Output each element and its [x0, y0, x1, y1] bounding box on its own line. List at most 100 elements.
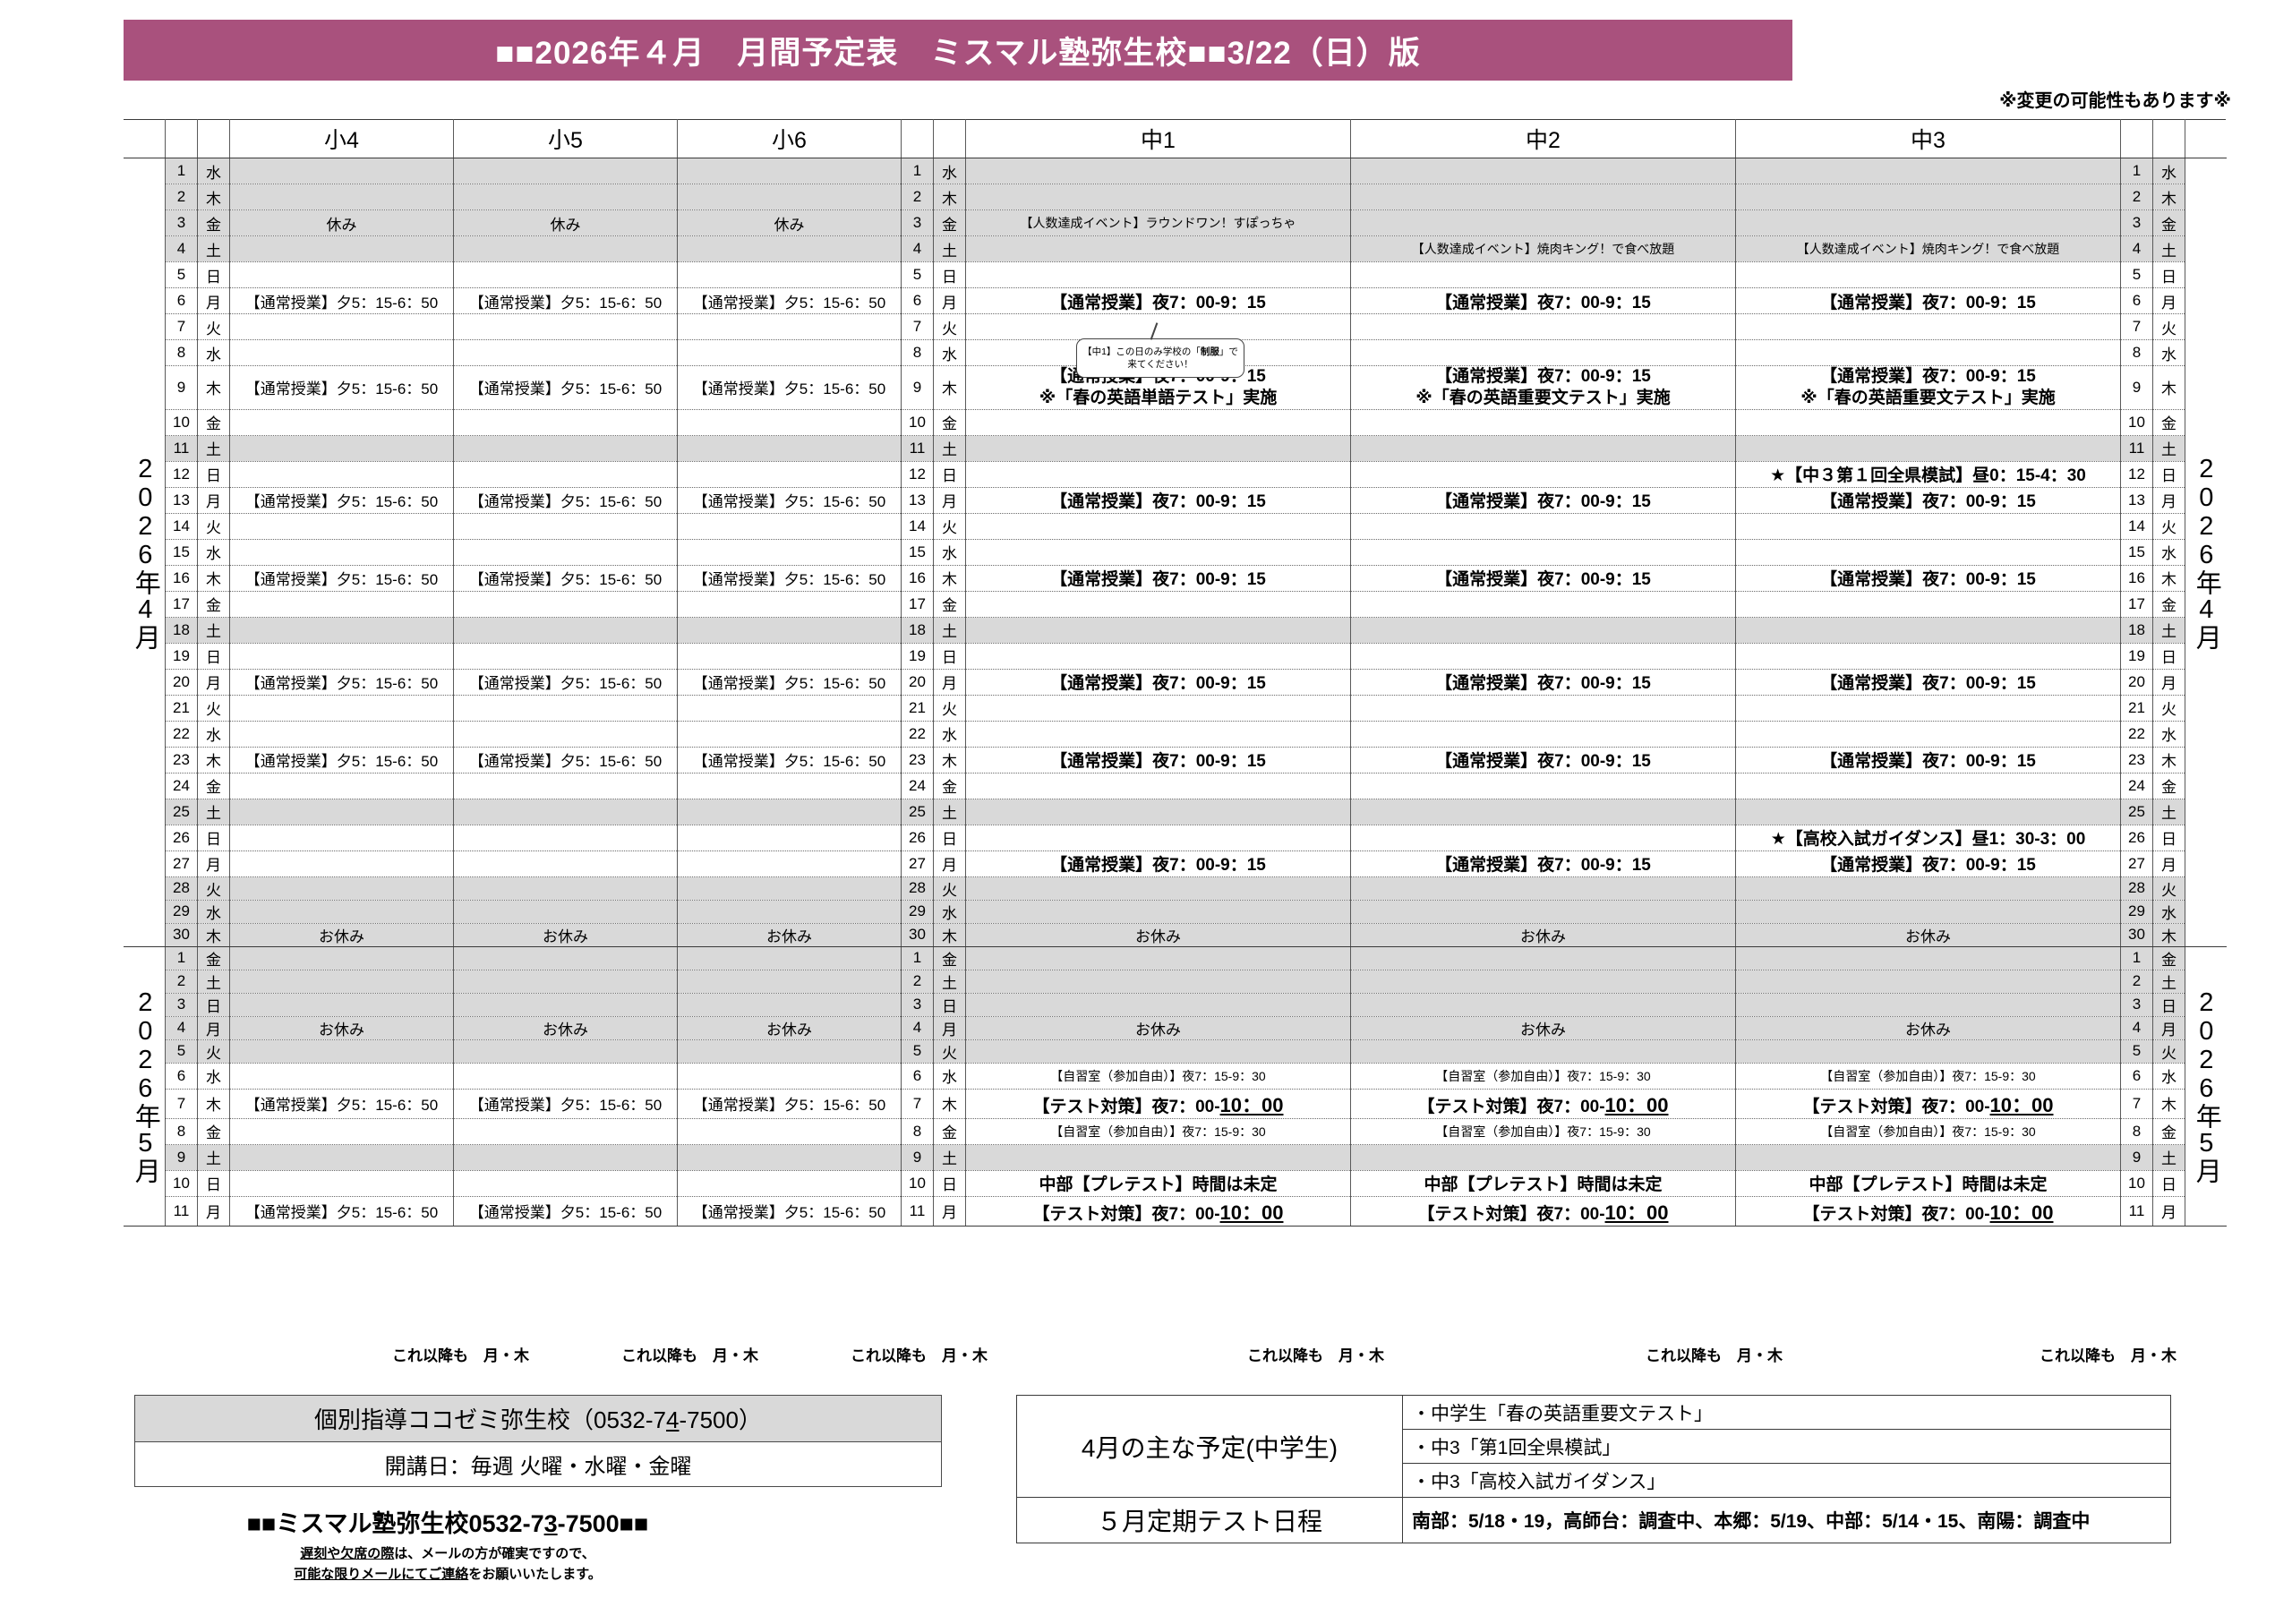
cell-e4: 【通常授業】夕5：15-6：50: [229, 1088, 454, 1119]
cell-e5: [453, 1143, 678, 1171]
day-of-week: 火: [2152, 1039, 2185, 1064]
day-number: 27: [165, 850, 198, 877]
event-line: 【通常授業】夕5：15-6：50: [468, 294, 663, 312]
cell-e6: [677, 235, 902, 262]
cell-e5: 【通常授業】夕5：15-6：50: [453, 1088, 678, 1119]
cell-e4: [229, 642, 454, 670]
table-row: 12 日 12 日 ★【中３第１回全県模試】昼0：15-4：30 12 日: [124, 460, 2227, 488]
day-of-week: 日: [2152, 824, 2185, 851]
day-of-week: 日: [933, 992, 966, 1017]
day-number: 7: [2120, 313, 2153, 340]
day-number: 6: [165, 1062, 198, 1090]
event-line: 【自習室（参加自由）】夜7：15-9：30: [1050, 1068, 1266, 1083]
cell-e5: [453, 235, 678, 262]
table-row: 15 水 15 水 15 水: [124, 538, 2227, 566]
event-line: ※「春の英語重要文テスト」実施: [1800, 388, 2056, 407]
cell-e5: 【通常授業】夕5：15-6：50: [453, 564, 678, 592]
day-of-week: 金: [2152, 590, 2185, 618]
contact-note: 遅刻や欠席の際は、メールの方が確実ですので、 可能な限りメールにてご連絡をお願い…: [134, 1544, 761, 1585]
day-of-week: 水: [933, 538, 966, 566]
cell-j2: [1350, 824, 1736, 851]
event-line: 【通常授業】夜7：00-9：15: [1820, 492, 2036, 511]
day-number: 9: [165, 1143, 198, 1171]
event-line: 【通常授業】夜7：00-9：15: [1820, 293, 2036, 312]
table-row: 25 土 25 土 25 土: [124, 798, 2227, 825]
day-number: 10: [165, 408, 198, 436]
event-line: 【通常授業】夕5：15-6：50: [244, 753, 439, 770]
day-of-week: 金: [2152, 209, 2185, 236]
day-of-week: 日: [933, 1169, 966, 1197]
day-number: 7: [901, 1088, 934, 1119]
day-of-week: 月: [197, 850, 230, 877]
day-of-week: 月: [2152, 287, 2185, 314]
day-of-week: 金: [2152, 772, 2185, 799]
day-number: 29: [901, 899, 934, 924]
cell-e6: [677, 945, 902, 970]
day-of-week: 木: [933, 365, 966, 410]
cell-j2: 【通常授業】夜7：00-9：15: [1350, 287, 1736, 314]
cell-e6: 【通常授業】夕5：15-6：50: [677, 746, 902, 774]
day-number: 11: [901, 1195, 934, 1227]
day-number: 2: [901, 184, 934, 210]
day-number: 7: [165, 1088, 198, 1119]
summary-row-1: 4月の主な予定(中学生) ・中学生「春の英語重要文テスト」: [1016, 1395, 2171, 1498]
cell-j1: [965, 158, 1351, 184]
cell-e4: [229, 1169, 454, 1197]
contact-note-line-1: 遅刻や欠席の際は、メールの方が確実ですので、: [300, 1546, 595, 1561]
day-number: 28: [165, 876, 198, 901]
day-of-week: 月: [933, 486, 966, 514]
cell-e6: [677, 434, 902, 462]
day-of-week: 木: [2152, 564, 2185, 592]
day-of-week: 水: [2152, 158, 2185, 184]
event-line: お休み: [1905, 1021, 1951, 1039]
day-number: 22: [2120, 720, 2153, 748]
cell-j1: [965, 642, 1351, 670]
cell-j1: お休み: [965, 922, 1351, 947]
day-number: 6: [165, 287, 198, 314]
day-of-week: 木: [197, 1088, 230, 1119]
cell-e5: 休み: [453, 209, 678, 236]
cell-e5: [453, 184, 678, 210]
day-of-week: 水: [197, 339, 230, 366]
day-number: 29: [2120, 899, 2153, 924]
day-number: 9: [901, 1143, 934, 1171]
day-number: 15: [2120, 538, 2153, 566]
cell-e6: [677, 1117, 902, 1145]
day-number: 8: [901, 1117, 934, 1145]
day-of-week: 月: [197, 668, 230, 696]
day-number: 30: [901, 922, 934, 947]
day-number: 4: [165, 1015, 198, 1040]
day-number: 21: [165, 694, 198, 722]
cell-e4: 休み: [229, 209, 454, 236]
event-line: お休み: [543, 927, 588, 945]
cell-e6: 【通常授業】夕5：15-6：50: [677, 486, 902, 514]
table-row: 27 月 27 月【通常授業】夜7：00-9：15 【通常授業】夜7：00-9：15 【通…: [124, 850, 2227, 877]
event-line: 中部【プレテスト】時間は未定: [1809, 1175, 2048, 1194]
day-of-week: 月: [933, 1195, 966, 1227]
cell-e5: [453, 876, 678, 901]
cell-e5: [453, 1117, 678, 1145]
header-dow-right: [2152, 119, 2185, 158]
day-of-week: 日: [2152, 642, 2185, 670]
cell-e4: [229, 824, 454, 851]
table-row: 3 金休み 休み 休み 3 金【人数達成イベント】ラウンドワン！すぽっちゃ 3 金: [124, 209, 2227, 236]
event-line: 【自習室（参加自由）】夜7：15-9：30: [1820, 1068, 2036, 1083]
cell-j3: [1735, 538, 2121, 566]
day-number: 20: [901, 668, 934, 696]
table-row: 7 木【通常授業】夕5：15-6：50 【通常授業】夕5：15-6：50 【通常授業】…: [124, 1088, 2227, 1119]
day-of-week: 月: [933, 287, 966, 314]
event-line: お休み: [543, 1021, 588, 1039]
cell-j2: [1350, 313, 1736, 340]
cell-j3: [1735, 590, 2121, 618]
day-number: 4: [2120, 235, 2153, 262]
day-of-week: 土: [2152, 798, 2185, 825]
cell-j3: [1735, 720, 2121, 748]
day-of-week: 木: [197, 564, 230, 592]
column-header-j2: 中2: [1350, 119, 1736, 158]
table-row: 10 日 10 日中部【プレテスト】時間は未定 中部【プレテスト】時間は未定 中部【プレテ…: [124, 1169, 2227, 1197]
year-label-april-right: 2026年4月: [2185, 158, 2227, 947]
day-number: 9: [2120, 365, 2153, 410]
day-number: 1: [901, 945, 934, 970]
